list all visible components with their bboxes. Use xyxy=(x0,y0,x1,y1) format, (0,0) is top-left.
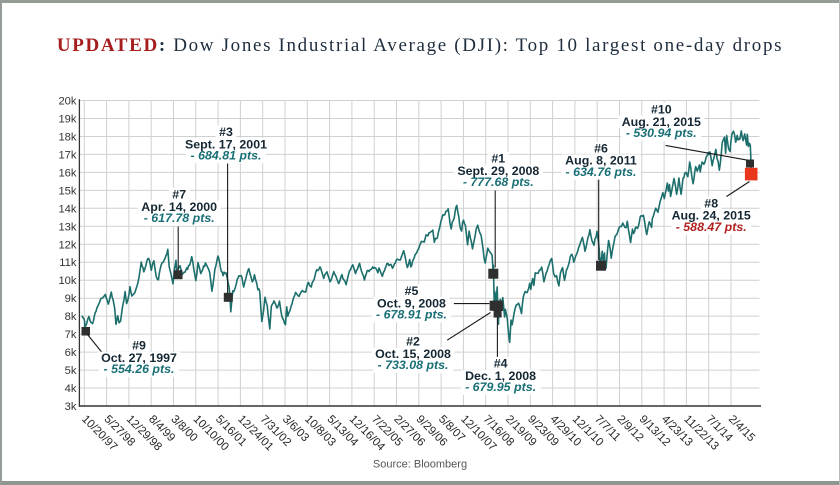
svg-text:3k: 3k xyxy=(65,401,77,413)
svg-text:19k: 19k xyxy=(58,114,76,126)
svg-text:13k: 13k xyxy=(58,221,76,233)
svg-text:4k: 4k xyxy=(65,383,77,395)
svg-text:9k: 9k xyxy=(65,293,77,305)
svg-text:6k: 6k xyxy=(65,347,77,359)
svg-text:#1: #1 xyxy=(491,152,505,166)
svg-text:- 684.81 pts.: - 684.81 pts. xyxy=(191,148,262,162)
svg-text:Dec. 1, 2008: Dec. 1, 2008 xyxy=(465,369,536,383)
svg-text:15k: 15k xyxy=(58,185,76,197)
svg-text:Aug. 24, 2015: Aug. 24, 2015 xyxy=(672,209,751,223)
svg-text:Apr. 14, 2000: Apr. 14, 2000 xyxy=(141,200,217,214)
svg-text:#6: #6 xyxy=(594,141,608,155)
svg-text:#9: #9 xyxy=(132,339,146,353)
svg-text:Aug. 21, 2015: Aug. 21, 2015 xyxy=(622,115,701,129)
svg-text:16k: 16k xyxy=(58,167,76,179)
svg-text:7k: 7k xyxy=(65,329,77,341)
svg-text:- 554.26 pts.: - 554.26 pts. xyxy=(104,362,175,376)
svg-text:Oct. 9, 2008: Oct. 9, 2008 xyxy=(377,296,446,310)
svg-text:- 777.68 pts.: - 777.68 pts. xyxy=(463,175,534,189)
svg-text:Source: Bloomberg: Source: Bloomberg xyxy=(373,459,467,471)
svg-text:11k: 11k xyxy=(59,257,77,269)
svg-text:Aug. 8, 2011: Aug. 8, 2011 xyxy=(565,154,637,168)
svg-text:#10: #10 xyxy=(651,103,672,117)
svg-text:Sept. 17, 2001: Sept. 17, 2001 xyxy=(185,137,267,151)
svg-text:Sept. 29, 2008: Sept. 29, 2008 xyxy=(457,164,539,178)
svg-text:#7: #7 xyxy=(172,187,186,201)
svg-text:14k: 14k xyxy=(58,203,76,215)
svg-text:#5: #5 xyxy=(405,284,419,298)
svg-text:8k: 8k xyxy=(65,311,77,323)
svg-text:- 679.95 pts.: - 679.95 pts. xyxy=(465,380,536,394)
svg-text:- 617.78 pts.: - 617.78 pts. xyxy=(144,211,215,225)
svg-text:- 733.08 pts.: - 733.08 pts. xyxy=(378,358,449,372)
svg-text:- 530.94 pts.: - 530.94 pts. xyxy=(626,126,697,140)
svg-text:#3: #3 xyxy=(219,125,233,139)
svg-text:20k: 20k xyxy=(58,96,76,108)
svg-text:Oct. 27, 1997: Oct. 27, 1997 xyxy=(101,351,177,365)
svg-text:#2: #2 xyxy=(406,335,420,349)
svg-text:#4: #4 xyxy=(494,357,508,371)
svg-text:5k: 5k xyxy=(65,365,77,377)
svg-text:- 678.91 pts.: - 678.91 pts. xyxy=(376,308,447,322)
svg-text:#8: #8 xyxy=(704,196,718,210)
svg-text:18k: 18k xyxy=(58,132,76,144)
svg-text:17k: 17k xyxy=(58,149,76,161)
svg-text:Oct. 15, 2008: Oct. 15, 2008 xyxy=(375,347,451,361)
svg-text:12k: 12k xyxy=(58,239,76,251)
svg-text:- 634.76 pts.: - 634.76 pts. xyxy=(566,165,637,179)
svg-text:10k: 10k xyxy=(58,275,76,287)
svg-text:- 588.47 pts.: - 588.47 pts. xyxy=(676,220,747,234)
